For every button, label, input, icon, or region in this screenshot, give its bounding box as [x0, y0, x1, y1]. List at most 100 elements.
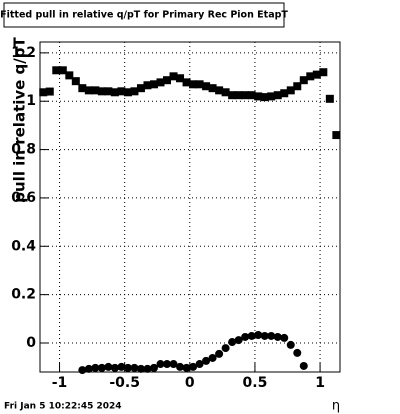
square-marker — [202, 82, 211, 91]
circle-marker — [176, 362, 185, 371]
circle-marker — [136, 364, 145, 373]
circle-marker — [267, 331, 276, 340]
square-marker — [319, 68, 328, 77]
x-tick-label: 0.5 — [243, 375, 268, 391]
square-marker — [280, 89, 289, 98]
circle-marker — [84, 364, 93, 373]
x-tick-label: 0 — [185, 375, 195, 391]
square-marker — [247, 91, 256, 100]
square-marker — [39, 88, 48, 97]
circle-marker — [221, 344, 230, 353]
square-marker — [52, 66, 61, 75]
square-marker — [123, 88, 132, 97]
circle-marker — [195, 360, 204, 369]
circle-marker — [189, 362, 198, 371]
circle-marker — [104, 362, 113, 371]
square-marker — [221, 88, 230, 97]
circle-marker — [202, 356, 211, 365]
circle-marker — [91, 363, 100, 372]
square-marker — [182, 78, 191, 87]
x-axis-label: η — [332, 399, 340, 414]
square-marker — [97, 87, 106, 96]
square-marker — [143, 81, 152, 90]
square-marker — [91, 86, 100, 95]
y-tick-label: 1.2 — [11, 45, 36, 61]
circle-marker — [143, 364, 152, 373]
x-tick-label: -1 — [52, 375, 68, 391]
circle-marker — [163, 360, 172, 369]
square-marker — [215, 86, 224, 95]
y-tick-label: 0 — [26, 335, 36, 351]
circle-marker — [110, 363, 119, 372]
square-marker — [136, 84, 145, 93]
circle-marker — [241, 332, 250, 341]
square-marker — [332, 131, 341, 140]
circle-marker — [247, 331, 256, 340]
square-marker — [293, 82, 302, 91]
square-marker — [325, 94, 334, 103]
square-marker — [156, 78, 165, 87]
circle-marker — [123, 363, 132, 372]
square-marker — [78, 84, 87, 93]
square-marker — [71, 77, 80, 86]
y-axis-label: pull in relative q/pT — [11, 36, 29, 202]
square-marker — [260, 93, 269, 102]
circle-marker — [117, 362, 126, 371]
square-marker — [228, 91, 237, 100]
square-marker — [208, 84, 217, 93]
circle-marker — [78, 366, 87, 375]
y-tick-label: 1 — [26, 93, 36, 109]
x-tick-label: 1 — [315, 375, 325, 391]
square-marker — [241, 91, 250, 100]
square-marker — [312, 70, 321, 79]
square-marker — [267, 92, 276, 101]
title-box — [3, 2, 285, 28]
square-marker — [104, 87, 113, 96]
square-marker — [273, 91, 282, 100]
square-marker — [169, 72, 178, 81]
square-marker — [110, 88, 119, 97]
square-marker — [234, 91, 243, 100]
circle-marker — [208, 353, 217, 362]
square-marker — [306, 72, 315, 81]
circle-marker — [260, 331, 269, 340]
circle-marker — [299, 361, 308, 370]
square-marker — [254, 92, 263, 101]
square-marker — [149, 80, 158, 89]
circle-marker — [280, 333, 289, 342]
square-marker — [299, 76, 308, 85]
y-tick-label: 0.4 — [11, 238, 36, 254]
square-marker — [286, 86, 295, 95]
plot-frame — [39, 41, 341, 373]
square-marker — [195, 80, 204, 89]
square-marker — [45, 87, 54, 96]
square-marker — [58, 66, 67, 75]
footer-date: Fri Jan 5 10:22:45 2024 — [4, 402, 122, 412]
circle-marker — [156, 360, 165, 369]
x-tick-label: -0.5 — [109, 375, 140, 391]
circle-marker — [293, 348, 302, 357]
square-marker — [65, 71, 74, 80]
circle-marker — [182, 363, 191, 372]
square-marker — [117, 87, 126, 96]
square-marker — [84, 86, 93, 95]
y-tick-label: 0.6 — [11, 190, 36, 206]
circle-marker — [273, 332, 282, 341]
circle-marker — [149, 363, 158, 372]
square-marker — [130, 87, 139, 96]
circle-marker — [286, 340, 295, 349]
circle-marker — [215, 349, 224, 358]
y-tick-label: 0.8 — [11, 142, 36, 158]
circle-marker — [228, 338, 237, 347]
y-tick-label: 0.2 — [11, 287, 36, 303]
circle-marker — [130, 363, 139, 372]
circle-marker — [169, 360, 178, 369]
circle-marker — [254, 331, 263, 340]
chart-title: Fitted pull in relative q/pT for Primary… — [0, 10, 288, 21]
circle-marker — [234, 336, 243, 345]
square-marker — [189, 80, 198, 89]
square-marker — [163, 76, 172, 85]
circle-marker — [97, 363, 106, 372]
square-marker — [176, 74, 185, 83]
